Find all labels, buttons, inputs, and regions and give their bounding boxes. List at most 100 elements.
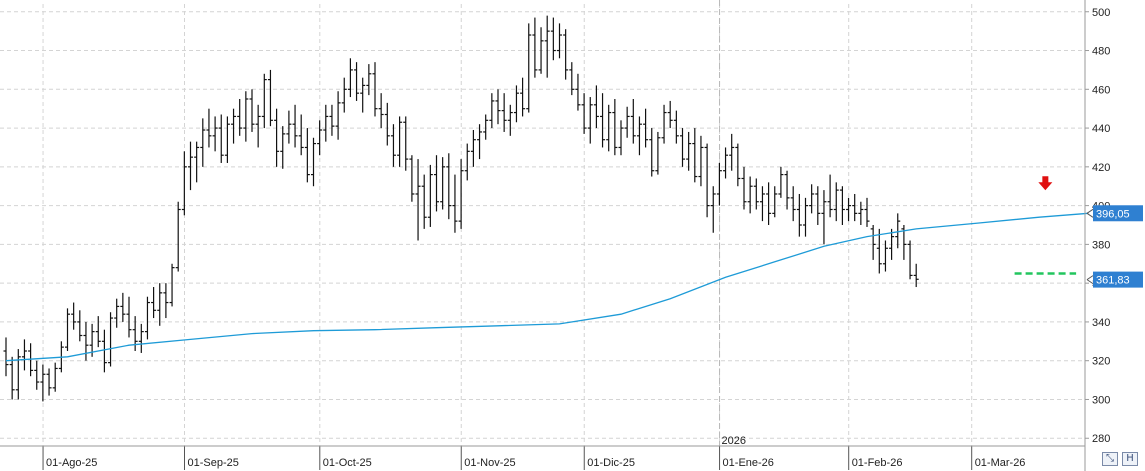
- ohlc-bar: [21, 339, 27, 371]
- ohlc-bar: [882, 240, 888, 272]
- x-tick-label: 01-Oct-25: [323, 457, 372, 469]
- ohlc-bar: [557, 23, 562, 59]
- ohlc-bar: [298, 114, 304, 156]
- ohlc-bar: [593, 85, 599, 129]
- ohlc-bar: [415, 159, 421, 241]
- ohlc-bar: [538, 27, 544, 74]
- ohlc-bar: [464, 143, 470, 181]
- ohlc-bar: [372, 62, 378, 117]
- ohlc-bar: [477, 124, 483, 160]
- ohlc-bar: [895, 213, 901, 249]
- ohlc-bar: [661, 104, 667, 144]
- ohlc-bar: [643, 108, 649, 148]
- ohlc-bar: [692, 128, 698, 183]
- ohlc-bar: [138, 323, 144, 353]
- down-arrow-icon: [1038, 176, 1053, 191]
- ohlc-bar: [606, 104, 612, 152]
- ohlc-bar: [803, 197, 808, 237]
- x-tick-label: 01-Ago-25: [46, 457, 97, 469]
- ohlc-bar: [784, 170, 790, 210]
- ohlc-bar: [636, 116, 642, 156]
- ohlc-bar: [108, 312, 114, 367]
- ohlc-bar: [550, 17, 556, 61]
- ohlc-bar: [126, 296, 132, 338]
- y-tick-label: 300: [1092, 394, 1110, 406]
- ohlc-bar: [889, 228, 895, 260]
- y-tick-label: 460: [1092, 84, 1110, 96]
- ohlc-bar: [114, 298, 120, 328]
- ohlc-bar: [101, 329, 107, 373]
- ohlc-bar: [89, 323, 95, 357]
- y-tick-label: 280: [1092, 433, 1110, 445]
- y-tick-label: 380: [1092, 239, 1110, 251]
- price-label-box: [1093, 271, 1143, 288]
- ohlc-bar: [667, 100, 673, 129]
- ohlc-bar: [46, 368, 52, 396]
- ohlc-bar: [753, 178, 759, 210]
- ohlc-bar: [224, 116, 230, 163]
- price-bars: [3, 15, 919, 402]
- ohlc-bar: [587, 97, 593, 144]
- ohlc-bar: [520, 77, 526, 117]
- ohlc-bar: [710, 186, 716, 233]
- ohlc-bar: [821, 190, 827, 245]
- ohlc-bar: [778, 166, 784, 198]
- ohlc-bar: [286, 110, 292, 144]
- ohlc-bar: [212, 116, 218, 152]
- ohlc-bar: [360, 77, 366, 113]
- x-tick-label: 01-Dic-25: [587, 457, 635, 469]
- y-tick-label: 420: [1092, 162, 1110, 174]
- ohlc-bar: [304, 128, 310, 183]
- ohlc-bar: [15, 349, 21, 400]
- ohlc-bar: [704, 143, 710, 218]
- ohlc-bar: [329, 104, 335, 136]
- ohlc-bar: [809, 184, 815, 214]
- ohlc-bar: [452, 174, 458, 233]
- ohlc-bar: [839, 186, 845, 225]
- ohlc-bar: [513, 85, 519, 123]
- ohlc-bar: [249, 89, 255, 132]
- ohlc-bar: [255, 104, 261, 148]
- ohlc-bar: [526, 23, 532, 113]
- ohlc-bar: [347, 58, 353, 98]
- ohlc-bar: [600, 93, 606, 148]
- ohlc-bar: [397, 116, 403, 167]
- ohlc-bar: [181, 151, 187, 216]
- x-tick-label: 01-Nov-25: [464, 457, 515, 469]
- ohlc-bar: [563, 29, 569, 80]
- ohlc-bar: [243, 91, 249, 142]
- ohlc-bar: [335, 91, 341, 140]
- ohlc-bar: [274, 108, 280, 167]
- ohlc-bar: [144, 296, 150, 340]
- ohlc-bar: [341, 77, 347, 113]
- ohlc-bar: [65, 308, 70, 352]
- x-tick-label: 01-Ene-26: [723, 457, 774, 469]
- ohlc-bar: [907, 240, 913, 280]
- ohlc-bar: [231, 108, 237, 144]
- ohlc-bar: [846, 197, 852, 222]
- ohlc-bar: [120, 292, 126, 322]
- bookmark-icon[interactable]: H: [1122, 452, 1138, 466]
- ohlc-bar: [40, 364, 46, 402]
- zoom-icon[interactable]: ⤡: [1102, 452, 1118, 466]
- ohlc-bar: [772, 186, 778, 218]
- ohlc-bar: [237, 98, 243, 136]
- ohlc-bar: [489, 93, 495, 129]
- ohlc-bar: [434, 155, 439, 212]
- ohlc-bar: [323, 104, 329, 142]
- price-pointer-icon: [1086, 275, 1094, 285]
- price-label-text: 396,05: [1096, 208, 1130, 220]
- ohlc-bar: [741, 166, 747, 210]
- ohlc-bar: [157, 283, 163, 326]
- ohlc-bar: [427, 164, 433, 227]
- ohlc-bar: [169, 263, 175, 307]
- ohlc-bar: [876, 228, 882, 274]
- ohlc-bar: [9, 356, 15, 400]
- ohlc-bar: [735, 143, 741, 187]
- price-label-box: [1093, 205, 1143, 222]
- ohlc-bar: [446, 153, 452, 220]
- ohlc-bar: [483, 114, 489, 140]
- ohlc-bar: [655, 131, 661, 175]
